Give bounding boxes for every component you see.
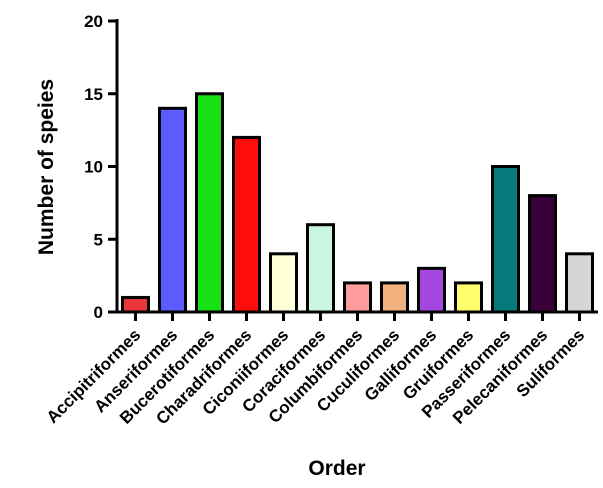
y-axis: 0 5 10 15 20 [84,12,119,322]
bar-anseriformes [158,106,187,314]
x-axis-title: Order [308,457,365,480]
bar-pelecaniformes [528,194,557,314]
bar-accipitriformes [121,295,150,314]
y-tick-label: 0 [94,303,103,322]
bar-coraciformes [306,223,335,314]
bar-ciconiiformes [269,252,298,314]
bar-suliformes [565,252,594,314]
y-tick-label: 10 [84,158,103,177]
bar-charadriformes [232,135,261,314]
bar-passeriformes [491,165,520,314]
bar-cuculiformes [380,281,409,314]
y-tick-label: 20 [84,12,103,31]
category-labels: AccipitriformesAnseriformesBucerotiforme… [43,325,589,428]
bar-bucerotiformes [195,92,224,314]
bars [121,92,594,314]
y-tick-label: 5 [94,230,103,249]
bar-columbiformes [343,281,372,314]
bar-gruiformes [454,281,483,314]
bar-galliformes [417,266,446,314]
y-tick-label: 15 [84,85,103,104]
y-axis-title: Number of speies [35,79,58,255]
